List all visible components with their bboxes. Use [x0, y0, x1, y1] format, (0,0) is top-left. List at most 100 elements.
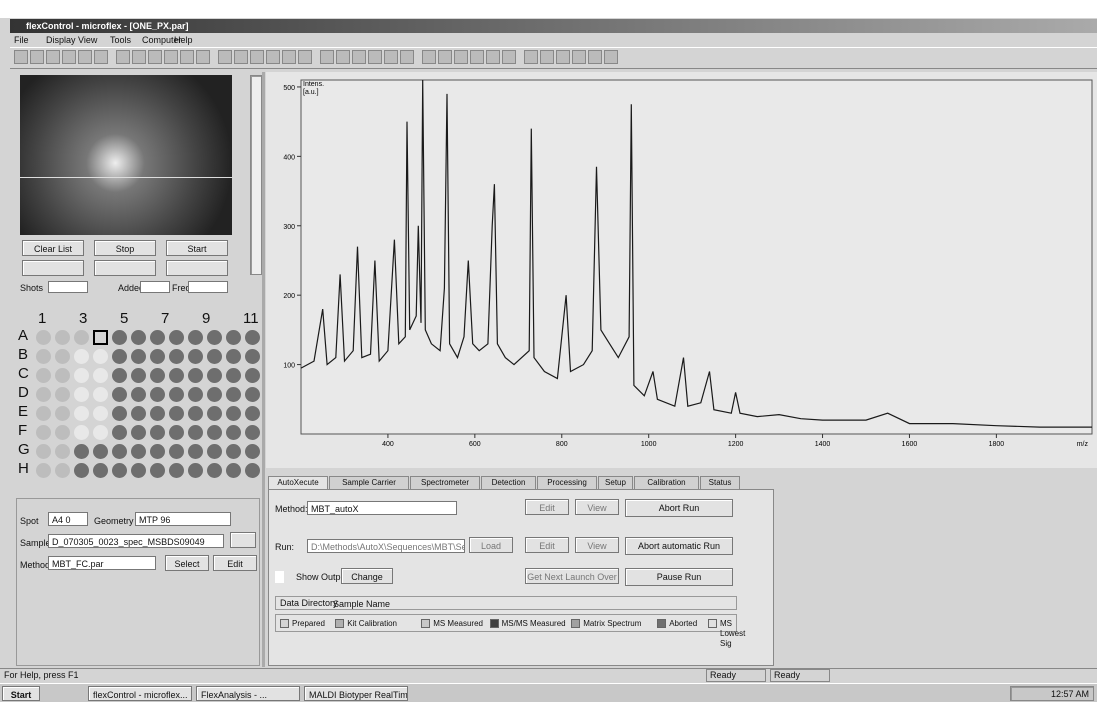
well[interactable]	[226, 330, 241, 345]
toolbar-button[interactable]	[62, 50, 76, 64]
toolbar-button[interactable]	[218, 50, 232, 64]
well[interactable]	[169, 463, 184, 478]
well[interactable]	[226, 387, 241, 402]
method-select[interactable]: MBT_autoX	[307, 501, 457, 515]
well[interactable]	[150, 406, 165, 421]
well[interactable]	[207, 463, 222, 478]
abort-auto-button[interactable]: Abort automatic Run	[625, 537, 733, 555]
well[interactable]	[36, 406, 51, 421]
well[interactable]	[169, 349, 184, 364]
well[interactable]	[245, 406, 260, 421]
well[interactable]	[188, 406, 203, 421]
toolbar-button[interactable]	[282, 50, 296, 64]
well[interactable]	[207, 425, 222, 440]
next-button[interactable]: Get Next Launch Over	[525, 568, 619, 584]
well[interactable]	[169, 368, 184, 383]
toolbar-button[interactable]	[336, 50, 350, 64]
well[interactable]	[55, 349, 70, 364]
well[interactable]	[112, 425, 127, 440]
toolbar-button[interactable]	[30, 50, 44, 64]
toolbar-button[interactable]	[196, 50, 210, 64]
abort-run-button[interactable]: Abort Run	[625, 499, 733, 517]
well[interactable]	[55, 368, 70, 383]
well[interactable]	[245, 349, 260, 364]
well[interactable]	[169, 425, 184, 440]
well[interactable]	[169, 330, 184, 345]
well[interactable]	[188, 444, 203, 459]
well[interactable]	[74, 387, 89, 402]
well[interactable]	[36, 349, 51, 364]
show-output-checkbox[interactable]: Show Output	[275, 571, 348, 583]
left-button[interactable]	[22, 260, 84, 276]
toolbar-button[interactable]	[502, 50, 516, 64]
well[interactable]	[207, 330, 222, 345]
well[interactable]	[55, 330, 70, 345]
task-item[interactable]: flexControl - microflex...	[88, 686, 192, 701]
well[interactable]	[93, 368, 108, 383]
well[interactable]	[93, 444, 108, 459]
well[interactable]	[55, 444, 70, 459]
well[interactable]	[188, 463, 203, 478]
toolbar-button[interactable]	[540, 50, 554, 64]
toolbar-button[interactable]	[46, 50, 60, 64]
well[interactable]	[112, 330, 127, 345]
well[interactable]	[188, 387, 203, 402]
well[interactable]	[188, 349, 203, 364]
well[interactable]	[74, 330, 89, 345]
left-button[interactable]	[166, 260, 228, 276]
small-button[interactable]: Load	[469, 537, 513, 553]
toolbar-button[interactable]	[132, 50, 146, 64]
task-item[interactable]: FlexAnalysis - ...	[196, 686, 300, 701]
task-item[interactable]: MALDI Biotyper RealTime...	[304, 686, 408, 701]
well[interactable]	[245, 330, 260, 345]
left-button[interactable]	[94, 260, 156, 276]
well[interactable]	[112, 387, 127, 402]
run-select[interactable]: D:\Methods\AutoX\Sequences\MBT\Sequence.…	[307, 539, 465, 553]
well[interactable]	[207, 406, 222, 421]
well[interactable]	[207, 349, 222, 364]
well[interactable]	[36, 463, 51, 478]
tab[interactable]: Setup	[598, 476, 633, 489]
small-button[interactable]: View	[575, 537, 619, 553]
well[interactable]	[93, 406, 108, 421]
left-button[interactable]: Stop	[94, 240, 156, 256]
well[interactable]	[150, 330, 165, 345]
toolbar-button[interactable]	[368, 50, 382, 64]
well[interactable]	[112, 444, 127, 459]
toolbar-button[interactable]	[266, 50, 280, 64]
well[interactable]	[245, 463, 260, 478]
well[interactable]	[93, 330, 108, 345]
well[interactable]	[245, 368, 260, 383]
well[interactable]	[150, 349, 165, 364]
left-button[interactable]: Start	[166, 240, 228, 256]
well[interactable]	[188, 330, 203, 345]
well[interactable]	[245, 387, 260, 402]
well[interactable]	[150, 463, 165, 478]
tab[interactable]: Status	[700, 476, 740, 489]
tab[interactable]: Spectrometer	[410, 476, 480, 489]
well[interactable]	[36, 368, 51, 383]
well[interactable]	[169, 387, 184, 402]
well[interactable]	[226, 425, 241, 440]
well[interactable]	[131, 387, 146, 402]
well[interactable]	[36, 444, 51, 459]
small-button[interactable]: View	[575, 499, 619, 515]
well[interactable]	[131, 368, 146, 383]
well[interactable]	[188, 368, 203, 383]
well[interactable]	[207, 368, 222, 383]
well[interactable]	[74, 406, 89, 421]
tab[interactable]: Calibration	[634, 476, 699, 489]
toolbar-button[interactable]	[94, 50, 108, 64]
toolbar-button[interactable]	[116, 50, 130, 64]
well[interactable]	[150, 425, 165, 440]
well[interactable]	[131, 444, 146, 459]
well[interactable]	[226, 368, 241, 383]
toolbar-button[interactable]	[298, 50, 312, 64]
well[interactable]	[131, 463, 146, 478]
well[interactable]	[207, 387, 222, 402]
toolbar-button[interactable]	[438, 50, 452, 64]
change-button[interactable]: Change	[341, 568, 393, 584]
well[interactable]	[36, 425, 51, 440]
well[interactable]	[112, 406, 127, 421]
toolbar-button[interactable]	[470, 50, 484, 64]
